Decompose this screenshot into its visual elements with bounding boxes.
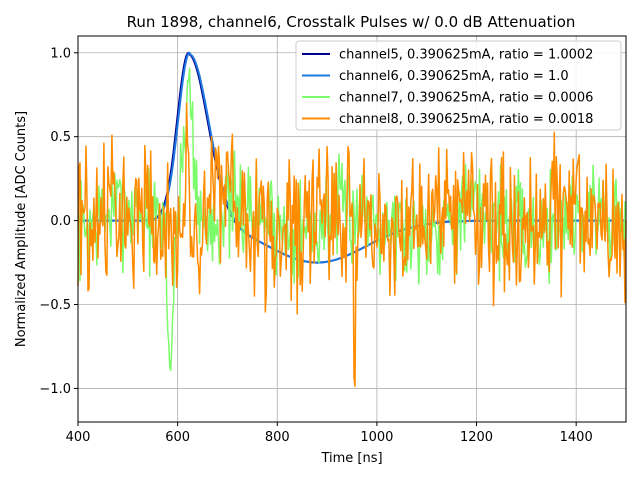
plot-layer (77, 51, 627, 388)
x-tick-label: 1200 (460, 430, 493, 445)
y-tick-label: 1.0 (50, 46, 71, 61)
legend-label: channel6, 0.390625mA, ratio = 1.0 (339, 69, 569, 84)
legend-box (295, 40, 622, 131)
legend-label: channel8, 0.390625mA, ratio = 0.0018 (339, 112, 593, 127)
x-tick-label: 400 (66, 430, 91, 445)
tick-layer: 400 600 800 1000 1200 1400 −1.0 −0.5 0.0 0.5 1.0 (39, 46, 592, 445)
y-tick-label: 0.0 (50, 214, 71, 229)
chart-title: Run 1898, channel6, Crosstalk Pulses w/ … (127, 13, 576, 31)
plot-frame (77, 35, 627, 423)
legend: channel5, 0.390625mA, ratio = 1.0002 chan… (295, 40, 622, 131)
y-tick-label: 0.5 (50, 130, 71, 145)
y-axis-label: Normalized Amplitude [ADC Counts] (14, 111, 29, 347)
x-tick-label: 800 (265, 430, 290, 445)
legend-label: channel5, 0.390625mA, ratio = 1.0002 (339, 48, 593, 63)
x-tick-label: 1000 (360, 430, 393, 445)
x-tick-label: 1400 (560, 430, 593, 445)
x-axis-label: Time [ns] (320, 451, 382, 466)
series-line-channel8 (77, 102, 627, 388)
legend-entries: channel5, 0.390625mA, ratio = 1.0002 chan… (302, 48, 593, 127)
y-tick-label: −0.5 (39, 298, 71, 313)
x-tick-label: 600 (165, 430, 190, 445)
y-tick-label: −1.0 (39, 382, 71, 397)
legend-label: channel7, 0.390625mA, ratio = 0.0006 (339, 91, 593, 106)
